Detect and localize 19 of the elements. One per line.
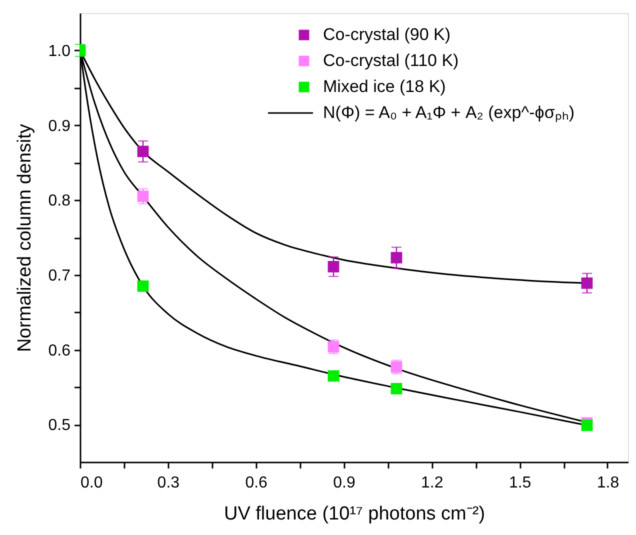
x-tick-label: 1.2 — [421, 474, 444, 492]
x-tick-label: 0.0 — [80, 474, 103, 492]
legend-label: Co-crystal (90 K) — [323, 25, 451, 44]
x-tick-label: 1.5 — [508, 474, 532, 492]
x-tick-label: 0.3 — [157, 474, 180, 492]
x-axis-title: UV fluence (10¹⁷ photons cm⁻²) — [224, 504, 486, 524]
legend-label: Co-crystal (110 K) — [323, 51, 459, 70]
x-tick-label: 0.6 — [245, 474, 268, 492]
legend-label: N(Φ) = A₀ + A₁Φ + A₂ (exp^-ϕσₚₕ) — [323, 103, 574, 123]
y-tick-label: 0.6 — [48, 342, 71, 360]
x-tick-label: 1.8 — [596, 474, 620, 492]
y-tick-label: 0.7 — [48, 267, 71, 284]
y-tick-label: 0.5 — [48, 417, 71, 434]
x-tick-label: 0.9 — [333, 474, 356, 492]
y-tick-label: 0.9 — [48, 118, 71, 135]
y-axis-title: Normalized column density — [14, 123, 36, 352]
y-tick-label: 1.0 — [48, 42, 71, 60]
legend-label: Mixed ice (18 K) — [323, 77, 446, 96]
y-tick-label: 0.8 — [48, 192, 71, 210]
